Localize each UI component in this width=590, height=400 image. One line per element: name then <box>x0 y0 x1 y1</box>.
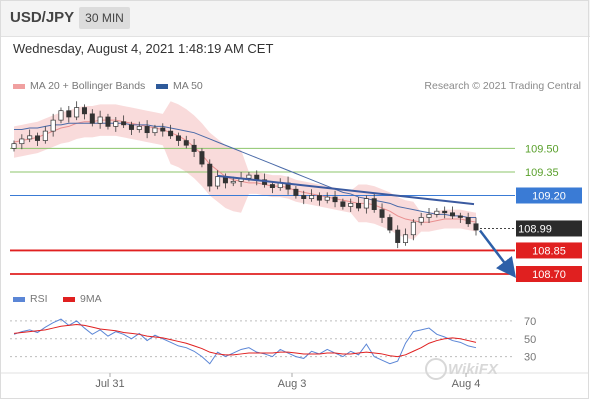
candle-body <box>128 124 134 130</box>
x-tick-label: Aug 4 <box>452 378 481 390</box>
candle-body <box>387 217 393 231</box>
legend-ma20-label: MA 20 + Bollinger Bands <box>30 80 146 92</box>
candle-body <box>450 212 456 217</box>
candle-body <box>168 130 174 137</box>
candle-body <box>316 195 322 201</box>
candle-body <box>183 140 189 146</box>
level-tag-109.20 <box>516 187 582 204</box>
x-tick-label: Aug 3 <box>278 378 307 390</box>
level-tag-108.85 <box>516 242 582 259</box>
candle-body <box>434 210 440 215</box>
rsi-tick-30: 30 <box>524 352 536 364</box>
level-label-109.35: 109.35 <box>525 167 559 179</box>
symbol-title: USD/JPY <box>10 9 75 26</box>
candle-body <box>113 121 119 127</box>
candle-body <box>19 138 25 145</box>
trend-line <box>217 174 475 206</box>
candle-body <box>301 195 307 199</box>
level-tag-108.70 <box>516 266 582 283</box>
candle-body <box>11 143 17 149</box>
candle-body <box>81 107 87 115</box>
legend-ma50-swatch <box>156 83 168 89</box>
candle-body <box>465 217 471 225</box>
candle-body <box>152 127 158 134</box>
candle-body <box>144 126 150 134</box>
candle-body <box>215 176 221 187</box>
timestamp: Wednesday, August 4, 2021 1:48:19 AM CET <box>13 41 274 56</box>
candle-body <box>442 210 448 214</box>
candle-body <box>473 223 479 231</box>
candle-body <box>426 213 432 218</box>
candle-body <box>66 110 72 118</box>
watermark-logo-icon <box>425 358 447 380</box>
watermark: WikiFX <box>448 361 499 378</box>
level-label-108.85: 108.85 <box>532 245 566 257</box>
candle-body <box>160 127 166 132</box>
candle-body <box>199 151 205 165</box>
candle-body <box>42 130 48 141</box>
candle-body <box>371 198 377 210</box>
candle-body <box>356 202 362 209</box>
legend-rsi-label: RSI <box>30 293 48 305</box>
candle-body <box>27 135 33 140</box>
legend-rsi-swatch <box>13 296 25 302</box>
candle-body <box>50 119 56 132</box>
legend-9ma-label: 9MA <box>80 293 102 305</box>
legend-ma50: MA 50 <box>156 80 203 92</box>
candle-body <box>418 217 424 223</box>
legend-ma20-bb: MA 20 + Bollinger Bands <box>13 80 145 92</box>
legend-9ma: 9MA <box>63 293 102 305</box>
candle-body <box>97 116 103 124</box>
candle-body <box>332 196 338 203</box>
rsi-tick-70: 70 <box>524 316 536 328</box>
candle-body <box>379 209 385 218</box>
candle-body <box>191 144 197 152</box>
legend-rsi: RSI <box>13 293 48 305</box>
candle-body <box>340 201 346 207</box>
candle-body <box>136 126 142 130</box>
legend-9ma-swatch <box>63 296 75 302</box>
candle-body <box>269 184 275 188</box>
level-label-109.50: 109.50 <box>525 143 559 155</box>
projection-arrow <box>479 229 517 278</box>
candle-body <box>246 174 252 179</box>
candle-body <box>293 188 299 196</box>
level-label-109.20: 109.20 <box>532 190 566 202</box>
rsi-tick-50: 50 <box>524 334 536 346</box>
current-price-label: 108.99 <box>518 223 552 235</box>
candle-body <box>34 135 40 141</box>
legend-ma20-swatch <box>13 83 25 89</box>
candle-body <box>58 110 64 121</box>
candle-body <box>175 135 181 141</box>
chart-header: USD/JPY 30 MIN <box>0 0 590 37</box>
candle-body <box>457 215 463 218</box>
legend-ma50-label: MA 50 <box>173 80 203 92</box>
timeframe-button[interactable]: 30 MIN <box>79 7 130 29</box>
candle-body <box>309 195 315 199</box>
candle-body <box>410 221 416 236</box>
candle-body <box>363 198 369 209</box>
candle-body <box>121 121 127 126</box>
x-tick-label: Jul 31 <box>95 378 124 390</box>
current-price-tag <box>516 220 582 237</box>
rsi-line <box>13 318 477 365</box>
candle-body <box>324 196 330 201</box>
candle-body <box>207 163 213 187</box>
research-credit: Research © 2021 Trading Central <box>424 80 581 92</box>
rsi-9ma-line <box>13 323 477 358</box>
candle-body <box>230 181 236 184</box>
candle-body <box>89 113 95 124</box>
candle-body <box>105 116 111 127</box>
candle-body <box>403 234 409 243</box>
candle-body <box>348 202 354 207</box>
candle-body <box>395 229 401 243</box>
level-label-108.70: 108.70 <box>532 269 566 281</box>
candle-body <box>74 107 80 118</box>
